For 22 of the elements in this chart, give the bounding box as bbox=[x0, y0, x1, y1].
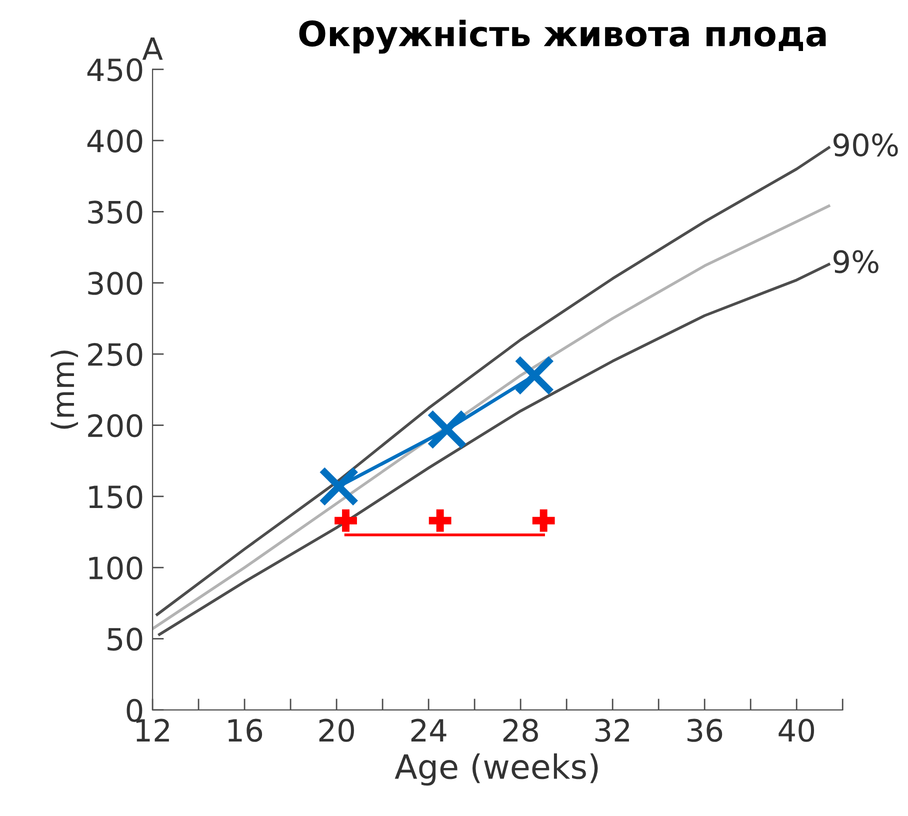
y-tick-label: 250 bbox=[88, 342, 142, 366]
chart-title: Окружність живота плода bbox=[299, 20, 826, 54]
x-axis-title: Age (weeks) bbox=[394, 753, 598, 786]
y-axis-title: (mm) bbox=[50, 350, 78, 429]
y-tick-label: 400 bbox=[87, 129, 142, 153]
x-tick-label: 28 bbox=[503, 718, 538, 742]
x-tick-label: 20 bbox=[319, 718, 354, 742]
x-tick-label: 32 bbox=[595, 718, 629, 742]
x-tick-label: 40 bbox=[778, 718, 814, 742]
annotation: 90% bbox=[834, 133, 898, 157]
y-tick-label: 300 bbox=[88, 272, 142, 295]
x-tick-label: 24 bbox=[411, 718, 446, 742]
y-tick-label: 100 bbox=[89, 556, 142, 580]
annotation: 9% bbox=[834, 250, 878, 274]
y-tick-label: 450 bbox=[87, 58, 142, 82]
x-tick-label: 36 bbox=[687, 718, 722, 742]
text: A bbox=[142, 38, 163, 60]
x-tick-label: 16 bbox=[228, 718, 262, 742]
y-tick-label: 200 bbox=[88, 414, 142, 438]
y-tick-label: 150 bbox=[89, 485, 142, 508]
y-tick-label: 50 bbox=[108, 628, 142, 651]
y-tick-label: 350 bbox=[88, 200, 142, 224]
